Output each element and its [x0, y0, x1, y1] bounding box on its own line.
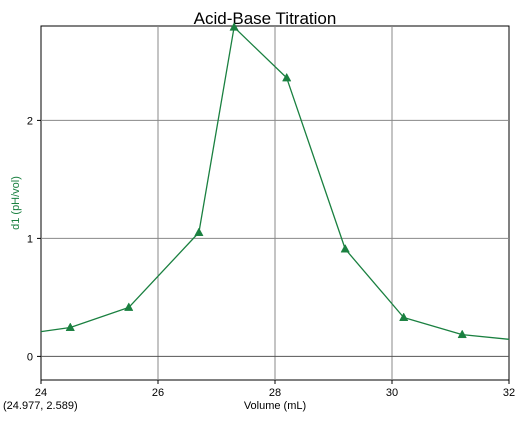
data-point-marker: [194, 227, 204, 236]
x-tick-label: 28: [269, 387, 281, 399]
data-point-marker: [457, 329, 467, 339]
x-tick-label: 24: [35, 387, 47, 399]
data-point-marker: [282, 72, 292, 82]
y-axis-label: d1 (pH/vol): [10, 176, 22, 230]
data-point-marker: [124, 302, 134, 311]
data-point-marker: [340, 243, 350, 253]
coordinate-readout: (24.977, 2.589): [3, 400, 78, 412]
x-tick-label: 32: [503, 387, 515, 399]
y-tick-label: 0: [27, 351, 33, 363]
series-layer: [40, 22, 510, 340]
x-tick-label: 26: [152, 387, 164, 399]
y-tick-label: 1: [27, 233, 33, 245]
tick-labels: 24 26 28 30 32 0 1 2: [27, 115, 515, 399]
x-tick-label: 30: [386, 387, 398, 399]
x-axis-label: Volume (mL): [244, 400, 306, 412]
grid: [37, 26, 510, 384]
data-point-marker: [65, 322, 75, 331]
chart-title: Acid-Base Titration: [194, 9, 337, 28]
y-tick-label: 2: [27, 115, 33, 127]
series-line: [40, 26, 510, 340]
data-point-marker: [229, 22, 239, 31]
data-point-marker: [399, 312, 409, 321]
